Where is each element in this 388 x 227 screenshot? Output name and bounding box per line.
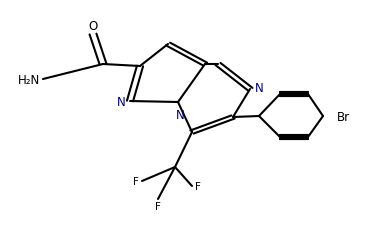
Text: F: F — [155, 201, 161, 211]
Text: F: F — [195, 181, 201, 191]
Text: N: N — [255, 82, 263, 95]
Text: O: O — [88, 20, 98, 33]
Text: Br: Br — [337, 110, 350, 123]
Text: H₂N: H₂N — [17, 73, 40, 86]
Text: F: F — [133, 176, 139, 186]
Text: N: N — [117, 95, 126, 108]
Text: N: N — [175, 108, 184, 121]
